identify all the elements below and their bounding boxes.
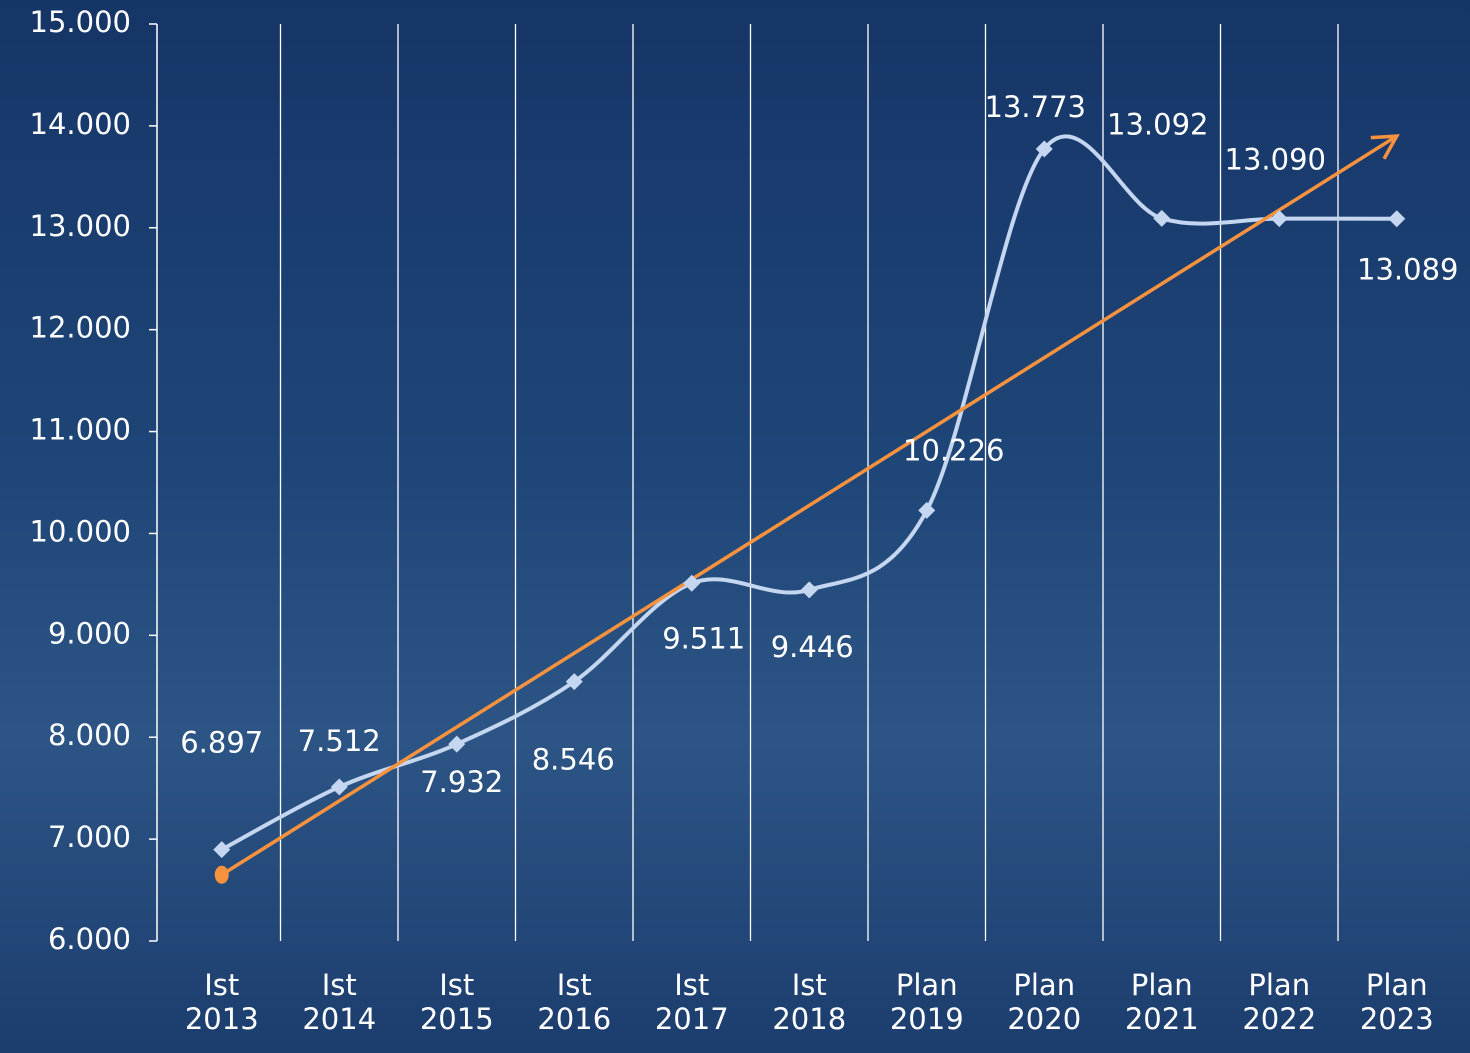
marker bbox=[448, 735, 466, 753]
y-tick-label: 6.000 bbox=[48, 922, 131, 956]
x-tick-label: Ist 2013 bbox=[184, 968, 259, 1036]
value-label: 13.773 bbox=[985, 90, 1086, 124]
x-tick-label: Plan 2022 bbox=[1242, 968, 1317, 1036]
value-label: 13.090 bbox=[1225, 143, 1326, 177]
x-tick-label: Plan 2023 bbox=[1359, 968, 1434, 1036]
y-tick-label: 8.000 bbox=[48, 718, 131, 752]
marker bbox=[918, 501, 936, 519]
marker bbox=[1388, 210, 1406, 228]
y-tick-label: 12.000 bbox=[30, 311, 131, 345]
value-label: 9.511 bbox=[662, 621, 745, 655]
value-label: 8.546 bbox=[532, 743, 615, 777]
marker bbox=[1153, 209, 1171, 227]
y-tick-label: 10.000 bbox=[30, 514, 131, 548]
trendline bbox=[220, 134, 1398, 877]
marker bbox=[800, 581, 818, 599]
marker bbox=[565, 673, 583, 691]
x-tick-label: Ist 2017 bbox=[654, 968, 729, 1036]
x-tick-label: Ist 2014 bbox=[302, 968, 377, 1036]
value-label: 10.226 bbox=[903, 433, 1004, 467]
x-tick-label: Ist 2018 bbox=[772, 968, 847, 1036]
marker bbox=[683, 574, 701, 592]
x-tick-label: Plan 2021 bbox=[1124, 968, 1199, 1036]
y-tick-label: 14.000 bbox=[30, 107, 131, 141]
x-tick-label: Ist 2015 bbox=[419, 968, 494, 1036]
value-label: 7.512 bbox=[298, 724, 381, 758]
x-tick-label: Plan 2019 bbox=[889, 968, 964, 1036]
y-tick-label: 7.000 bbox=[48, 820, 131, 854]
value-label: 13.092 bbox=[1107, 107, 1208, 141]
value-label: 13.089 bbox=[1357, 253, 1458, 287]
x-tick-label: Plan 2020 bbox=[1007, 968, 1082, 1036]
trend-arrowhead bbox=[1370, 134, 1400, 160]
marker bbox=[330, 778, 348, 796]
value-label: 6.897 bbox=[180, 726, 263, 760]
y-tick-label: 15.000 bbox=[30, 5, 131, 39]
value-label: 7.932 bbox=[420, 765, 503, 799]
y-tick-label: 11.000 bbox=[30, 413, 131, 447]
value-label: 9.446 bbox=[771, 630, 854, 664]
y-tick-label: 9.000 bbox=[48, 616, 131, 650]
y-tick-label: 13.000 bbox=[30, 209, 131, 243]
x-tick-label: Ist 2016 bbox=[537, 968, 612, 1036]
marker bbox=[213, 841, 231, 859]
